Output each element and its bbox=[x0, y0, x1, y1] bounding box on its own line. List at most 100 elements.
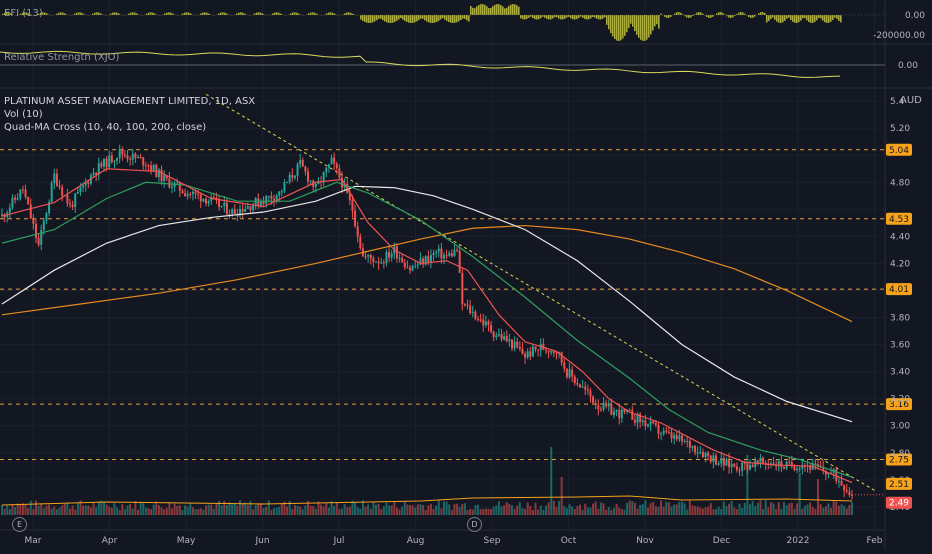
efi-bar bbox=[362, 15, 364, 21]
volume-bar bbox=[422, 505, 424, 515]
support-resistance-levels bbox=[0, 144, 912, 466]
efi-bar bbox=[622, 15, 624, 39]
time-tick: May bbox=[177, 536, 196, 546]
candle-body bbox=[461, 273, 463, 304]
candle-body bbox=[707, 453, 709, 456]
efi-bar bbox=[840, 15, 842, 22]
candle-body bbox=[720, 458, 722, 463]
efi-bar bbox=[390, 15, 392, 23]
volume-bar bbox=[221, 505, 223, 515]
volume-bar bbox=[550, 447, 552, 515]
candles bbox=[1, 145, 853, 500]
volume-bar bbox=[535, 503, 537, 515]
volume-bar bbox=[676, 504, 678, 515]
volume-bar bbox=[705, 507, 707, 515]
efi-bar bbox=[452, 15, 454, 23]
candle-body bbox=[359, 237, 361, 249]
candle-body bbox=[456, 250, 458, 251]
efi-bar bbox=[412, 15, 414, 23]
candle-body bbox=[634, 420, 636, 423]
volume-bar bbox=[618, 507, 620, 515]
volume-bar bbox=[215, 503, 217, 515]
volume-bar bbox=[592, 504, 594, 515]
candle-body bbox=[195, 192, 197, 194]
candle-body bbox=[600, 409, 602, 410]
volume-bar bbox=[9, 509, 11, 515]
efi-bar bbox=[424, 15, 426, 20]
volume-bar bbox=[668, 502, 670, 515]
candle-body bbox=[124, 155, 126, 156]
volume-bar bbox=[388, 506, 390, 515]
currency-label[interactable]: AUD bbox=[900, 95, 922, 106]
efi-bar bbox=[538, 15, 540, 19]
volume-bar bbox=[791, 503, 793, 515]
candle-body bbox=[657, 425, 659, 434]
volume-bar bbox=[396, 508, 398, 515]
volume-bar bbox=[385, 502, 387, 515]
candle-body bbox=[247, 206, 249, 209]
volume-bar bbox=[817, 479, 819, 515]
candle-body bbox=[202, 199, 204, 202]
volume-bar bbox=[174, 504, 176, 515]
efi-bar bbox=[694, 14, 696, 15]
efi-bar bbox=[608, 15, 610, 29]
candle-body bbox=[608, 405, 610, 407]
candle-body bbox=[336, 164, 338, 169]
efi-bar bbox=[496, 4, 498, 15]
candle-body bbox=[574, 377, 576, 384]
efi-bar bbox=[836, 15, 838, 19]
volume-bar bbox=[733, 508, 735, 515]
volume-bar bbox=[66, 502, 68, 515]
candle-body bbox=[147, 165, 149, 166]
candle-body bbox=[9, 208, 11, 213]
earnings-e-icon[interactable]: E bbox=[12, 517, 27, 532]
candle-body bbox=[270, 196, 272, 199]
volume-bar bbox=[53, 506, 55, 515]
volume-bar bbox=[663, 507, 665, 515]
candle-body bbox=[684, 441, 686, 442]
candle-body bbox=[40, 230, 42, 245]
candle-body bbox=[56, 174, 58, 186]
volume-bar bbox=[681, 502, 683, 515]
relative-strength-line bbox=[0, 51, 840, 77]
candle-body bbox=[291, 175, 293, 178]
candle-body bbox=[718, 463, 720, 464]
candle-body bbox=[406, 267, 408, 268]
price-tick: 3.20 bbox=[890, 395, 910, 405]
time-tick: Sep bbox=[484, 536, 501, 546]
volume-bar bbox=[508, 504, 510, 515]
quad-ma-indicator-label[interactable]: Quad-MA Cross (10, 40, 100, 200, close) bbox=[4, 121, 255, 134]
volume-bar bbox=[380, 509, 382, 515]
volume-bar bbox=[524, 509, 526, 515]
volume-bar bbox=[85, 506, 87, 515]
efi-bar bbox=[544, 15, 546, 18]
volume-bar bbox=[184, 505, 186, 515]
volume-bar bbox=[678, 502, 680, 515]
volume-bar bbox=[338, 509, 340, 515]
candle-body bbox=[762, 458, 764, 463]
efi-bar bbox=[574, 15, 576, 19]
efi-bar bbox=[830, 15, 832, 22]
candle-body bbox=[134, 154, 136, 158]
volume-indicator-label[interactable]: Vol (10) bbox=[4, 108, 255, 121]
volume-bar bbox=[315, 509, 317, 515]
candle-body bbox=[566, 369, 568, 377]
efi-bar bbox=[398, 15, 400, 19]
volume-bar bbox=[707, 507, 709, 515]
volume-bar bbox=[179, 505, 181, 515]
volume-bar bbox=[249, 501, 251, 515]
candle-body bbox=[281, 191, 283, 192]
efi-bar bbox=[802, 15, 804, 18]
volume-bar bbox=[691, 505, 693, 515]
price-tick: 3.80 bbox=[890, 314, 910, 324]
dividend-d-icon[interactable]: D bbox=[467, 517, 482, 532]
efi-bar bbox=[382, 15, 384, 20]
efi-bar bbox=[458, 15, 460, 21]
volume-bar bbox=[116, 507, 118, 515]
volume-bar bbox=[786, 505, 788, 515]
chart-title[interactable]: PLATINUM ASSET MANAGEMENT LIMITED, 1D, A… bbox=[4, 95, 255, 108]
volume-bar bbox=[268, 500, 270, 515]
volume-bar bbox=[665, 502, 667, 515]
candle-body bbox=[231, 209, 233, 214]
